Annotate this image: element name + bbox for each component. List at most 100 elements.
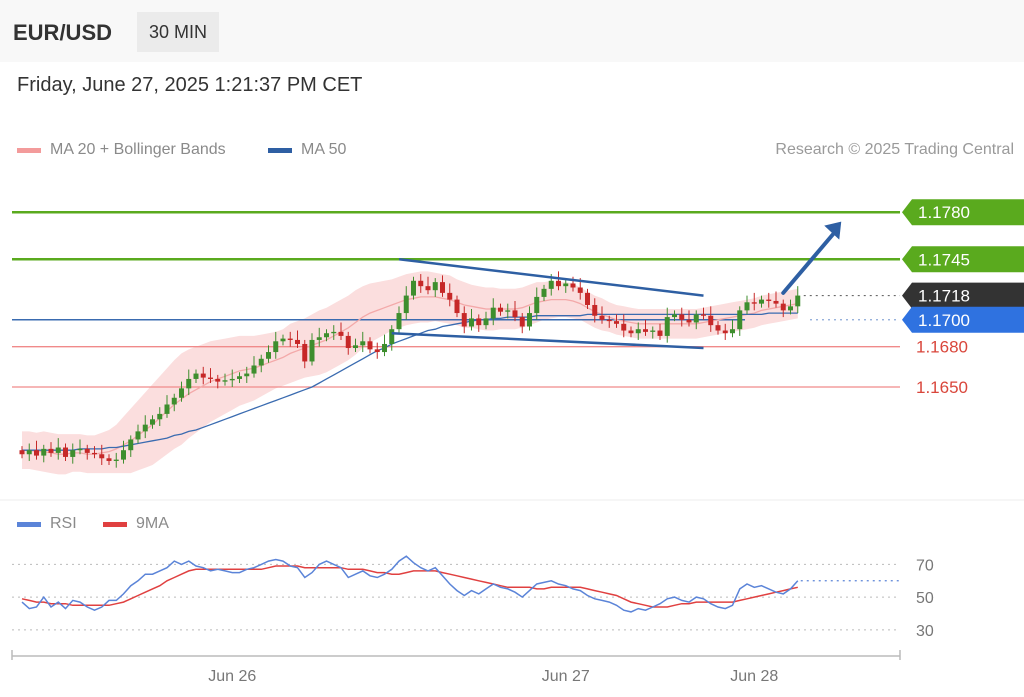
- forecast-arrow-head: [824, 221, 842, 240]
- candle-body: [643, 329, 648, 332]
- level-value-label: 1.1718: [918, 287, 970, 306]
- candle-body: [55, 447, 61, 453]
- candle-body: [258, 358, 264, 366]
- forecast-arrow-shaft: [781, 229, 838, 295]
- candle-body: [730, 329, 735, 334]
- level-tag-resistance-1: 1.1745: [902, 246, 1024, 273]
- candle-body: [273, 341, 279, 353]
- x-tick-label: Jun 27: [542, 668, 590, 685]
- candle-body: [454, 299, 460, 314]
- candle-body: [70, 450, 76, 457]
- candle-body: [556, 280, 561, 287]
- header-bar: EUR/USD 30 MIN: [0, 0, 1024, 62]
- candle-body: [164, 404, 170, 414]
- candle-body: [505, 310, 511, 312]
- candle-body: [686, 319, 692, 323]
- candle-body: [744, 302, 750, 311]
- rsi-9ma-line: [21, 565, 798, 608]
- candle-body: [84, 448, 90, 453]
- candle-body: [280, 338, 286, 342]
- candle-body: [461, 313, 467, 327]
- legend-label-ma50: MA 50: [301, 141, 347, 158]
- candle-body: [193, 373, 199, 379]
- candle-body: [635, 329, 641, 334]
- level-value-label: 1.1745: [918, 250, 970, 269]
- candle-body: [715, 325, 721, 331]
- legend-swatch-ma50: [268, 147, 292, 153]
- level-tag-shape: [902, 246, 1024, 273]
- legend-ma50: MA 50: [268, 141, 346, 159]
- candle-body: [222, 380, 228, 382]
- candle-body: [135, 431, 141, 440]
- level-tag-shape: [902, 199, 1024, 226]
- candle-body: [345, 335, 351, 349]
- datetime-label: Friday, June 27, 2025 1:21:37 PM CET: [17, 74, 363, 96]
- channel-line-lower: [391, 331, 704, 350]
- candle-body: [751, 302, 757, 304]
- legend-swatch-bollinger: [17, 147, 41, 153]
- candle-body: [722, 330, 728, 334]
- candle-body: [309, 339, 315, 362]
- candle-body: [34, 450, 39, 456]
- candle-body: [447, 292, 453, 300]
- candle-body: [534, 296, 540, 314]
- candle-body: [432, 282, 438, 291]
- legend-swatch-rsi: [17, 521, 41, 527]
- candle-body: [229, 378, 235, 381]
- candle-body: [41, 448, 47, 456]
- candle-body: [628, 330, 634, 334]
- timeframe-button[interactable]: 30 MIN: [137, 12, 220, 52]
- candle-body: [512, 310, 518, 318]
- candle-body: [389, 329, 395, 344]
- candle-body: [599, 315, 605, 320]
- candle-body: [106, 458, 112, 461]
- candle-body: [302, 343, 308, 362]
- level-tag-pivot-3: 1.1700: [902, 306, 1024, 333]
- level-tag-support-5: 1.1650: [916, 378, 968, 397]
- candle-body: [563, 283, 569, 287]
- candle-body: [382, 343, 387, 353]
- candle-body: [200, 373, 206, 378]
- candle-body: [411, 280, 416, 296]
- candle-body: [606, 319, 612, 322]
- candle-body: [186, 378, 192, 389]
- candle-body: [519, 317, 525, 327]
- candle-body: [759, 299, 764, 304]
- candle-body: [251, 365, 257, 374]
- candle-body: [418, 280, 424, 287]
- candle-body: [498, 307, 503, 312]
- candlesticks: [19, 271, 801, 468]
- candle-body: [621, 323, 627, 331]
- candle-body: [316, 337, 322, 340]
- candle-body: [403, 295, 409, 314]
- level-tag-shape: [902, 282, 1024, 309]
- candle-body: [766, 299, 772, 301]
- candle-body: [157, 413, 163, 420]
- candle-body: [142, 424, 148, 432]
- candle-body: [490, 307, 496, 319]
- candle-body: [208, 377, 213, 379]
- candle-body: [360, 341, 366, 346]
- candle-body: [295, 339, 300, 344]
- candle-body: [26, 450, 32, 455]
- credit-text: Research © 2025 Trading Central: [775, 141, 1014, 158]
- channel-line-upper: [398, 258, 704, 297]
- candle-body: [440, 282, 445, 293]
- candle-body: [92, 452, 97, 455]
- candle-body: [324, 333, 329, 338]
- candle-body: [708, 315, 714, 326]
- x-tick-label: Jun 26: [208, 668, 256, 685]
- candle-body: [672, 314, 677, 318]
- candle-body: [77, 448, 83, 451]
- candle-body: [244, 373, 250, 377]
- candle-body: [171, 397, 177, 405]
- legend-rsi: RSI: [17, 515, 77, 533]
- candle-body: [396, 313, 402, 330]
- level-tag-resistance-0: 1.1780: [902, 199, 1024, 226]
- candle-body: [795, 295, 801, 307]
- bollinger-band-area: [22, 271, 798, 475]
- candle-body: [150, 419, 155, 425]
- level-tag-support-4: 1.1680: [916, 338, 968, 357]
- candle-body: [353, 345, 358, 349]
